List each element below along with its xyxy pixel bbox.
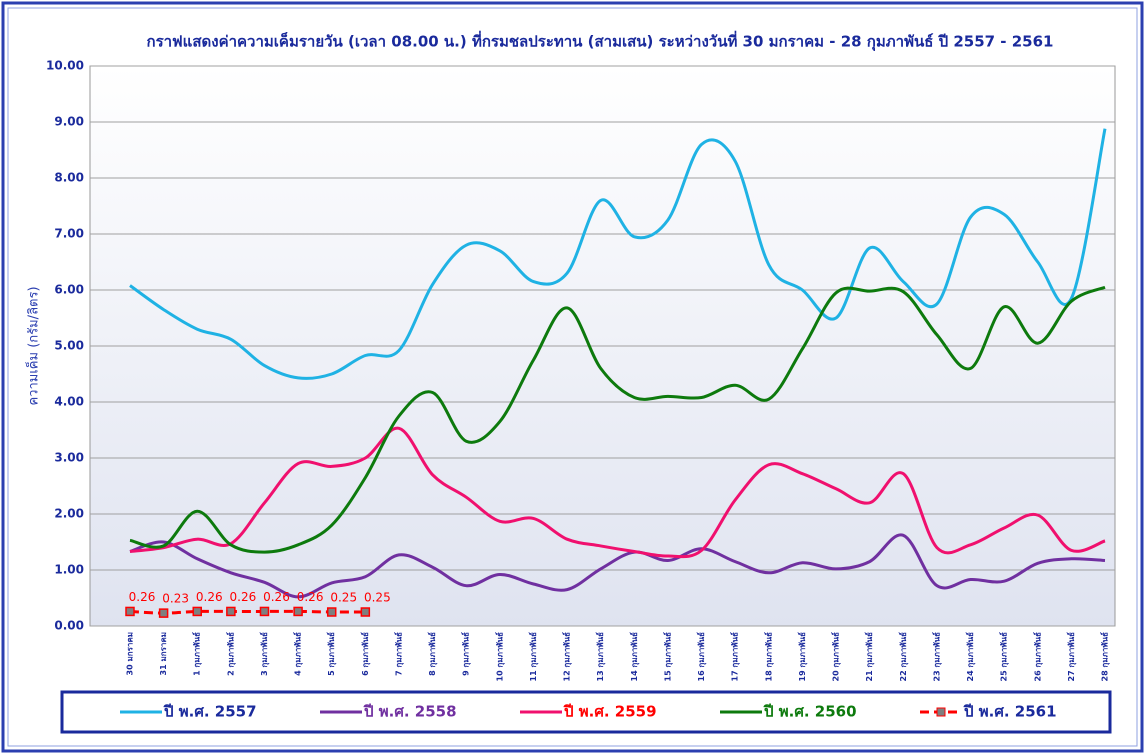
x-tick-label: 9 กุมภาพันธ์: [461, 632, 472, 676]
series-line: [129, 128, 1107, 380]
y-axis-label: ความเค็ม (กรัม/ลิตร): [24, 286, 42, 405]
x-tick-label: 10 กุมภาพันธ์: [494, 632, 505, 682]
marker: [259, 606, 270, 617]
data-label: 0.25: [330, 591, 357, 605]
series-line: [129, 285, 1106, 554]
legend-label: ปี พ.ศ. 2557: [163, 703, 256, 721]
chart-title: กราฟแสดงค่าความเค็มรายวัน (เวลา 08.00 น.…: [147, 31, 1054, 52]
data-label: 0.26: [196, 590, 223, 604]
x-tick-label: 2 กุมภาพันธ์: [225, 632, 236, 676]
x-tick-label: 4 กุมภาพันธ์: [293, 632, 304, 676]
x-tick-label: 6 กุมภาพันธ์: [360, 632, 371, 676]
series-line: [129, 533, 1106, 599]
frame-inner: [7, 7, 1138, 747]
marker: [360, 607, 371, 617]
y-tick-label: 1.00: [54, 563, 84, 577]
x-tick-label: 12 กุมภาพันธ์: [562, 632, 573, 682]
x-tick-label: 27 กุมภาพันธ์: [1066, 632, 1077, 682]
data-label: 0.25: [364, 591, 391, 605]
y-tick-label: 7.00: [54, 227, 84, 241]
x-tick-label: 25 กุมภาพันธ์: [999, 632, 1010, 682]
y-tick-label: 2.00: [54, 507, 84, 521]
y-tick-label: 0.00: [54, 619, 84, 633]
series-line: [129, 426, 1106, 559]
x-tick-label: 19 กุมภาพันธ์: [797, 632, 808, 682]
x-tick-label: 30 มกราคม: [126, 632, 135, 675]
x-tick-label: 26 กุมภาพันธ์: [1032, 632, 1043, 682]
y-tick-label: 6.00: [54, 283, 84, 297]
legend-marker: [936, 707, 946, 717]
x-tick-label: 24 กุมภาพันธ์: [965, 632, 976, 682]
marker: [158, 608, 169, 618]
x-tick-label: 14 กุมภาพันธ์: [629, 632, 640, 682]
data-label: 0.23: [162, 592, 189, 606]
y-tick-label: 9.00: [54, 115, 84, 129]
x-tick-label: 20 กุมภาพันธ์: [831, 632, 842, 682]
legend-label: ปี พ.ศ. 2560: [763, 703, 856, 721]
data-label: 0.26: [129, 590, 156, 604]
x-tick-label: 8 กุมภาพันธ์: [427, 632, 438, 676]
marker: [226, 606, 236, 617]
data-label: 0.26: [263, 590, 290, 604]
data-label: 0.26: [297, 590, 324, 604]
marker: [326, 607, 337, 617]
x-tick-label: 13 กุมภาพันธ์: [595, 632, 606, 682]
x-tick-label: 18 กุมภาพันธ์: [763, 632, 774, 682]
x-tick-label: 17 กุมภาพันธ์: [730, 632, 741, 682]
y-tick-label: 4.00: [54, 395, 84, 409]
y-tick-label: 10.00: [46, 59, 84, 73]
legend-label: ปี พ.ศ. 2561: [963, 703, 1056, 721]
x-tick-label: 15 กุมภาพันธ์: [662, 632, 673, 682]
x-tick-label: 28 กุมภาพันธ์: [1100, 632, 1111, 682]
x-tick-label: 23 กุมภาพันธ์: [931, 632, 942, 682]
x-tick-label: 5 กุมภาพันธ์: [326, 632, 337, 676]
x-tick-label: 11 กุมภาพันธ์: [528, 632, 539, 682]
x-tick-label: 31 มกราคม: [159, 632, 168, 675]
y-tick-label: 5.00: [54, 339, 84, 353]
x-tick-label: 3 กุมภาพันธ์: [259, 632, 270, 676]
x-tick-label: 7 กุมภาพันธ์: [393, 632, 404, 676]
y-tick-label: 3.00: [54, 451, 84, 465]
marker: [125, 606, 135, 617]
data-label: 0.26: [230, 590, 257, 604]
x-tick-label: 22 กุมภาพันธ์: [898, 632, 909, 682]
x-tick-label: 1 กุมภาพันธ์: [192, 632, 203, 676]
marker: [293, 606, 303, 617]
legend-label: ปี พ.ศ. 2559: [563, 703, 656, 721]
legend-label: ปี พ.ศ. 2558: [363, 703, 456, 721]
layer: 0.00 1.00 2.00 3.00 4.00 5.00 6.00 7.00 8.00 9.00…: [46, 59, 1115, 721]
x-tick-label: 16 กุมภาพันธ์: [696, 632, 707, 682]
marker: [192, 606, 202, 617]
y-tick-label: 8.00: [54, 171, 84, 185]
x-tick-label: 21 กุมภาพันธ์: [864, 632, 875, 682]
